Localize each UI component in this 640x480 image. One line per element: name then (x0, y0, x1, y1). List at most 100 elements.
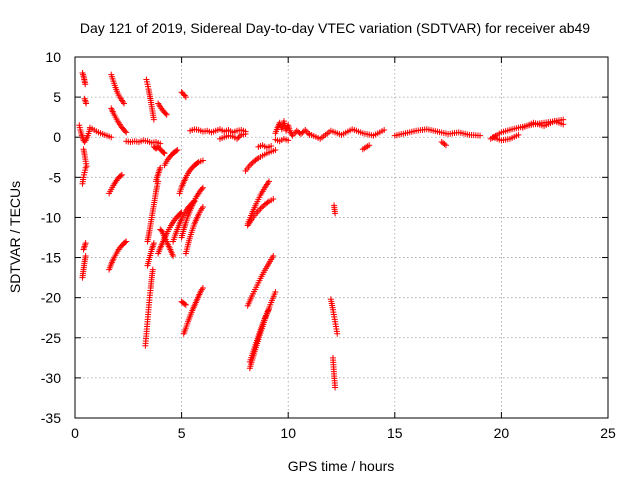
data-point (270, 195, 277, 202)
data-point (264, 199, 271, 206)
data-point (272, 147, 279, 154)
y-tick-label: -25 (41, 330, 61, 346)
data-point (199, 285, 206, 292)
series-arc-20 (150, 143, 168, 157)
y-axis-label: SDTVAR / TECUs (7, 181, 23, 293)
series-arc-2 (81, 95, 90, 107)
series-arc-26 (176, 157, 206, 197)
data-points (76, 70, 567, 391)
series-arc-42 (331, 202, 339, 217)
series-arc-7 (80, 240, 89, 253)
series-arc-29 (178, 298, 189, 308)
y-tick-label: -30 (41, 370, 61, 386)
series-arc-10 (108, 105, 130, 136)
data-point (248, 160, 255, 167)
data-point (122, 128, 129, 135)
series-arc-8 (86, 124, 115, 141)
data-point (199, 204, 206, 211)
grid-lines (75, 57, 608, 418)
data-point (182, 301, 189, 308)
data-point (477, 132, 484, 139)
data-point (173, 147, 180, 154)
series-arc-31 (187, 126, 249, 136)
data-point (118, 171, 125, 178)
series-arc-1 (79, 70, 89, 88)
x-tick-label: 20 (494, 425, 510, 441)
series-arc-19 (155, 100, 170, 118)
data-point (266, 178, 273, 185)
data-point (117, 172, 124, 179)
data-point (149, 266, 156, 273)
series-arc-23 (157, 226, 177, 259)
series-arc-18 (153, 164, 164, 185)
data-point (174, 147, 181, 154)
data-point (560, 121, 567, 128)
x-tick-label: 0 (71, 425, 79, 441)
data-point (199, 157, 206, 164)
data-point (82, 240, 89, 247)
series-arc-22 (155, 209, 185, 257)
series-arc-39 (255, 142, 275, 151)
series-arc-15 (142, 266, 156, 349)
series-arc-48 (438, 139, 449, 149)
y-tick-label: -15 (41, 250, 61, 266)
data-point (234, 135, 241, 142)
series-arc-25 (178, 89, 189, 101)
data-point (82, 164, 89, 171)
data-point (381, 127, 388, 134)
data-point (163, 111, 170, 118)
data-point (170, 252, 177, 259)
series-arc-44 (329, 354, 339, 391)
x-axis-label: GPS time / hours (288, 458, 395, 474)
series-arc-5 (79, 164, 89, 187)
data-point (162, 110, 169, 117)
y-tick-label: -35 (41, 410, 61, 426)
data-point (253, 156, 260, 163)
data-point (266, 305, 273, 312)
chart-title: Day 121 of 2019, Sidereal Day-to-day VTE… (80, 20, 590, 36)
y-tick-label: -10 (41, 209, 61, 225)
series-arc-21 (161, 147, 181, 169)
data-point (198, 185, 205, 192)
data-point (258, 204, 265, 211)
series-arc-24 (170, 198, 198, 245)
data-point (121, 100, 128, 107)
data-point (332, 210, 339, 217)
data-point (82, 81, 89, 88)
data-point (181, 301, 188, 308)
data-point (235, 134, 242, 141)
y-tick-label: -20 (41, 290, 61, 306)
y-tick-label: 0 (53, 129, 61, 145)
data-point (441, 141, 448, 148)
data-point (272, 289, 279, 296)
series-arc-28 (182, 204, 206, 257)
data-point (285, 137, 292, 144)
plot-frame (74, 56, 609, 419)
series-arc-4 (80, 146, 90, 170)
series-arc-50 (489, 131, 522, 144)
data-point (194, 159, 201, 166)
series-arc-36 (244, 252, 277, 309)
data-point (160, 149, 167, 156)
data-point (334, 330, 341, 337)
series-arc-16 (144, 240, 157, 269)
series-arc-46 (359, 142, 373, 153)
data-point (82, 252, 89, 259)
series-arc-51 (519, 118, 567, 131)
data-point (158, 227, 165, 234)
data-point (83, 100, 90, 107)
series-arc-40 (272, 118, 313, 139)
data-point (242, 131, 249, 138)
series-arc-33 (242, 147, 279, 174)
data-point (332, 384, 339, 391)
series-arc-45 (306, 126, 388, 142)
data-point (161, 150, 168, 157)
series-arc-32 (216, 131, 249, 142)
series-arc-30 (180, 285, 206, 337)
series-arc-3 (76, 122, 93, 146)
data-point (442, 142, 449, 149)
data-point (123, 129, 130, 136)
series-arc-41 (272, 135, 292, 145)
y-tick-label: 10 (45, 49, 61, 65)
